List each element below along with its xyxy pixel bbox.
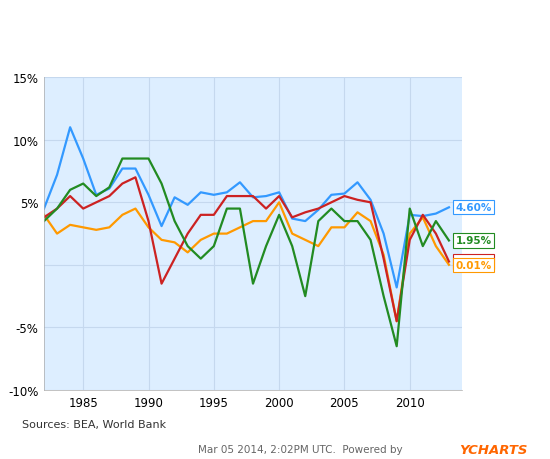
Text: 0.27%: 0.27% bbox=[455, 257, 492, 267]
Text: Mar 05 2014, 2:02PM UTC.  Powered by: Mar 05 2014, 2:02PM UTC. Powered by bbox=[198, 444, 403, 454]
Text: 4.60%: 4.60% bbox=[455, 203, 492, 213]
Text: 1.95%: 1.95% bbox=[455, 236, 492, 246]
Text: 0.01%: 0.01% bbox=[455, 260, 492, 270]
Text: YCHARTS: YCHARTS bbox=[459, 443, 527, 456]
Text: Sources: BEA, World Bank: Sources: BEA, World Bank bbox=[22, 419, 166, 429]
